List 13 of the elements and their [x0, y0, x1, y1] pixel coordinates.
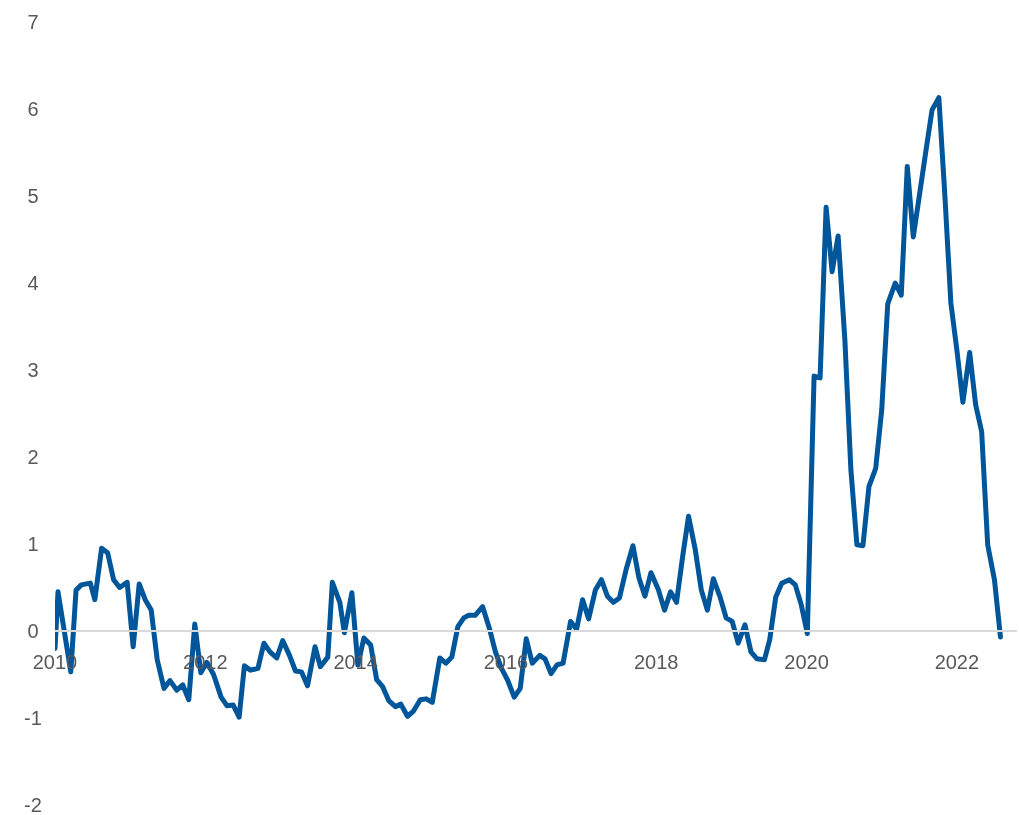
- y-tick-label: 2: [27, 446, 39, 469]
- y-tick-label: -2: [24, 794, 42, 815]
- y-tick-label: 5: [27, 185, 39, 208]
- y-tick-label: 1: [27, 533, 39, 556]
- y-tick-label: 0: [27, 620, 39, 643]
- y-tick-label: 6: [27, 98, 39, 121]
- y-tick-label: 7: [27, 11, 39, 34]
- x-tick-label: 2018: [634, 651, 679, 673]
- x-tick-label: 2022: [934, 651, 980, 673]
- y-tick-label: 3: [27, 359, 39, 382]
- y-tick-label: -1: [24, 707, 42, 730]
- y-tick-label: 4: [27, 272, 39, 295]
- x-tick-label: 2020: [784, 651, 829, 673]
